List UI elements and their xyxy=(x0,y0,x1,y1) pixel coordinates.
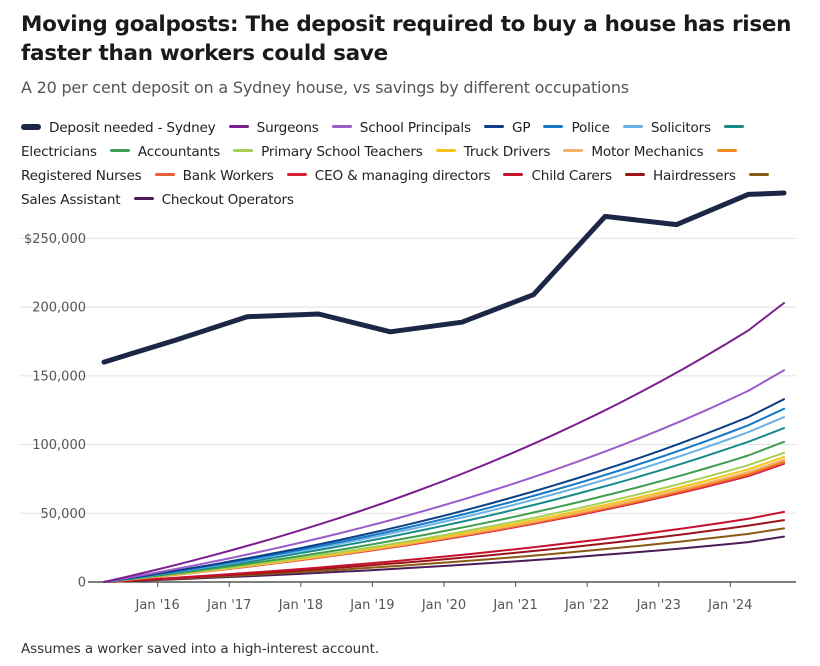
legend-swatch xyxy=(286,173,307,176)
series-line-surgeons xyxy=(103,302,785,583)
legend-item-child-carers: Child Carers xyxy=(503,168,612,184)
legend-swatch xyxy=(724,125,745,128)
y-tick-label: 200,000 xyxy=(32,301,86,316)
legend-label: Bank Workers xyxy=(182,168,274,184)
legend-item-truck-drivers: Truck Drivers xyxy=(435,144,551,160)
legend-label: Motor Mechanics xyxy=(591,144,704,160)
y-tick-label: 100,000 xyxy=(32,438,86,453)
x-tick-label: Jan '22 xyxy=(564,598,609,613)
legend-item-registered-nurses: Registered Nurses xyxy=(21,144,745,184)
x-axis-ticks: Jan '16 Jan '17 Jan '18 Jan '19 Jan '20 Jan '… xyxy=(135,582,752,613)
legend-item-bank-workers: Bank Workers xyxy=(154,168,274,184)
footnote: Assumes a worker saved into a high-inter… xyxy=(21,641,379,657)
series-line-accountants xyxy=(103,440,785,583)
legend-swatch xyxy=(563,149,584,152)
series-line-electricians xyxy=(103,427,785,583)
legend-swatch xyxy=(133,197,154,200)
legend-item-accountants: Accountants xyxy=(109,144,220,160)
legend-swatch xyxy=(435,149,456,152)
legend-swatch xyxy=(154,173,175,176)
y-tick-label: 50,000 xyxy=(41,507,87,522)
legend-label: Primary School Teachers xyxy=(261,144,423,160)
series-line-child-carers xyxy=(103,510,785,583)
legend-label: Police xyxy=(571,120,610,136)
y-tick-label: 0 xyxy=(78,576,86,591)
legend-label: Accountants xyxy=(137,144,220,160)
legend-swatch xyxy=(503,173,524,176)
line-chart: 0 50,000 100,000 150,000 200,000 $250,000 Jan… xyxy=(20,190,796,613)
legend-item-ceo-and-managing-directors: CEO & managing directors xyxy=(286,168,491,184)
x-tick-label: Jan '20 xyxy=(421,598,466,613)
x-tick-label: Jan '19 xyxy=(349,598,394,613)
legend-swatch xyxy=(21,123,41,130)
y-tick-label: $250,000 xyxy=(24,232,86,247)
legend-label: School Principals xyxy=(359,120,471,136)
legend-label: Hairdressers xyxy=(652,168,736,184)
x-tick-label: Jan '21 xyxy=(492,598,537,613)
legend-swatch xyxy=(543,125,564,128)
legend-swatch xyxy=(622,125,643,128)
x-tick-label: Jan '24 xyxy=(707,598,752,613)
legend-item-motor-mechanics: Motor Mechanics xyxy=(563,144,704,160)
x-tick-label: Jan '23 xyxy=(636,598,681,613)
gridlines xyxy=(20,237,796,583)
legend-label: Sales Assistant xyxy=(21,192,121,208)
series-lines xyxy=(101,190,787,583)
legend-item-police: Police xyxy=(543,120,610,136)
legend-swatch xyxy=(624,173,645,176)
legend-label: Child Carers xyxy=(531,168,612,184)
legend-label: GP xyxy=(511,120,531,136)
legend-item-surgeons: Surgeons xyxy=(228,120,319,136)
legend-swatch xyxy=(331,125,352,128)
chart-subtitle: A 20 per cent deposit on a Sydney house,… xyxy=(21,78,629,97)
legend-label: Solicitors xyxy=(650,120,711,136)
legend-item-solicitors: Solicitors xyxy=(622,120,711,136)
legend-item-checkout-operators: Checkout Operators xyxy=(133,192,294,208)
legend-swatch xyxy=(109,149,130,152)
legend-swatch xyxy=(233,149,254,152)
x-tick-label: Jan '18 xyxy=(278,598,323,613)
legend: Deposit needed - Sydney Surgeons School … xyxy=(21,116,801,212)
legend-item-sales-assistant: Sales Assistant xyxy=(21,168,777,208)
legend-swatch xyxy=(716,149,737,152)
series-line-gp xyxy=(103,398,785,583)
series-line-deposit-needed-sydney xyxy=(101,190,787,365)
legend-item-deposit-needed-sydney: Deposit needed - Sydney xyxy=(21,120,216,136)
series-line-primary-school-teachers xyxy=(103,451,785,583)
series-line-school-principals xyxy=(103,369,785,583)
legend-swatch xyxy=(748,173,769,176)
y-tick-label: 150,000 xyxy=(32,369,86,384)
legend-item-gp: GP xyxy=(483,120,531,136)
chart-title: Moving goalposts: The deposit required t… xyxy=(21,12,792,66)
legend-label: Surgeons xyxy=(256,120,319,136)
x-tick-label: Jan '17 xyxy=(206,598,251,613)
legend-label: Electricians xyxy=(21,144,97,160)
legend-swatch xyxy=(483,125,504,128)
legend-label: CEO & managing directors xyxy=(314,168,491,184)
legend-label: Deposit needed - Sydney xyxy=(49,120,216,136)
legend-label: Registered Nurses xyxy=(21,168,142,184)
legend-item-electricians: Electricians xyxy=(21,120,752,160)
legend-label: Truck Drivers xyxy=(463,144,551,160)
legend-item-hairdressers: Hairdressers xyxy=(624,168,736,184)
y-axis-ticks: 0 50,000 100,000 150,000 200,000 $250,000 xyxy=(24,232,86,591)
x-tick-label: Jan '16 xyxy=(135,598,180,613)
legend-swatch xyxy=(228,125,249,128)
legend-label: Checkout Operators xyxy=(161,192,294,208)
legend-item-primary-school-teachers: Primary School Teachers xyxy=(233,144,423,160)
legend-item-school-principals: School Principals xyxy=(331,120,471,136)
